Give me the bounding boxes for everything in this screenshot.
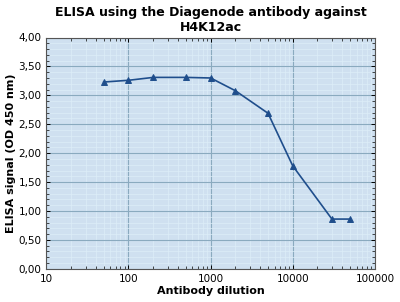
Title: ELISA using the Diagenode antibody against
H4K12ac: ELISA using the Diagenode antibody again… bbox=[55, 5, 366, 34]
Y-axis label: ELISA signal (OD 450 nm): ELISA signal (OD 450 nm) bbox=[6, 73, 16, 233]
X-axis label: Antibody dilution: Antibody dilution bbox=[157, 286, 264, 297]
